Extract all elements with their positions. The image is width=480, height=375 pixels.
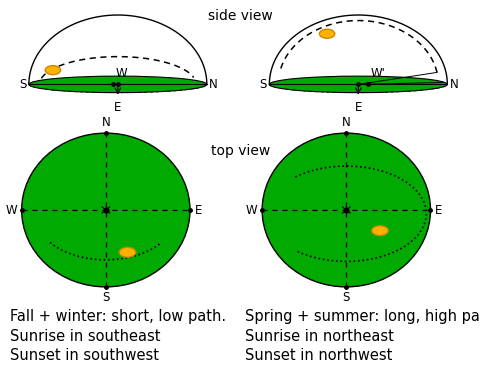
Ellipse shape (269, 76, 446, 93)
Text: side view: side view (208, 9, 272, 23)
Ellipse shape (22, 133, 190, 287)
Text: E: E (434, 204, 442, 216)
Text: E: E (194, 204, 202, 216)
Text: S: S (259, 78, 266, 91)
Text: Sunset in northwest: Sunset in northwest (245, 348, 392, 363)
Text: W: W (115, 67, 127, 80)
Text: W: W (5, 204, 17, 216)
Text: W: W (245, 204, 257, 216)
Text: N: N (101, 116, 110, 129)
Text: N: N (341, 116, 350, 129)
Text: E: E (114, 101, 121, 114)
Text: S: S (102, 291, 109, 304)
Ellipse shape (319, 29, 334, 38)
Text: N: N (449, 78, 457, 91)
Ellipse shape (119, 248, 135, 257)
Text: Fall + winter: short, low path.: Fall + winter: short, low path. (10, 309, 225, 324)
Ellipse shape (262, 133, 430, 287)
Text: Sunrise in northeast: Sunrise in northeast (245, 329, 394, 344)
Text: E: E (354, 101, 361, 114)
Ellipse shape (29, 76, 206, 93)
Text: Sunset in southwest: Sunset in southwest (10, 348, 158, 363)
Text: top view: top view (210, 144, 270, 158)
Text: S: S (19, 78, 26, 91)
Text: N: N (209, 78, 217, 91)
Text: W': W' (370, 67, 384, 80)
Ellipse shape (371, 226, 387, 236)
Text: Spring + summer: long, high path: Spring + summer: long, high path (245, 309, 480, 324)
Text: S: S (342, 291, 349, 304)
Ellipse shape (45, 66, 60, 75)
Text: Sunrise in southeast: Sunrise in southeast (10, 329, 160, 344)
